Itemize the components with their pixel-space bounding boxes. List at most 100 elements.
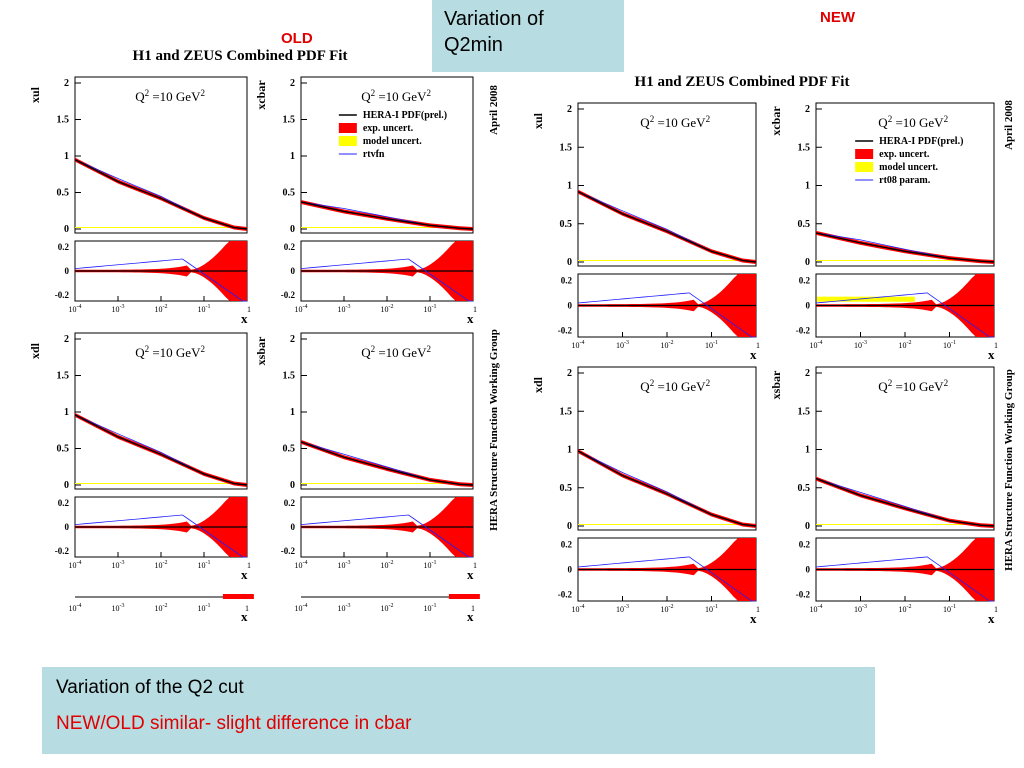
extra-x-tick-label: 10-2: [381, 603, 394, 613]
ratio-alt-curve: [577, 556, 756, 602]
ratio-tick-label: 0: [291, 522, 296, 532]
extra-x-axis-label: x: [467, 609, 474, 624]
extra-x-tick-label: 10-3: [112, 603, 125, 613]
x-tick-label: 10-2: [899, 340, 912, 350]
y-tick-label: 0.5: [560, 219, 573, 230]
ratio-tick-label: 0: [65, 266, 70, 276]
legend-label: exp. uncert.: [363, 123, 414, 134]
y-tick-label: 0.5: [57, 188, 70, 199]
y-tick-label: 0.5: [283, 188, 296, 199]
ratio-tick-label: -0.2: [281, 546, 296, 556]
central-curve: [815, 477, 995, 527]
x-axis-label: x: [750, 347, 757, 362]
extra-x-tick-label: 1: [245, 604, 249, 613]
y-tick-label: 1: [290, 151, 295, 162]
y-tick-label: 1: [290, 407, 295, 418]
panel-title: H1 and ZEUS Combined PDF Fit: [635, 74, 850, 90]
y-tick-label: 1: [64, 151, 69, 162]
x-tick-label: 1: [756, 605, 760, 614]
q2-annotation: Q2 =10 GeV2: [135, 88, 205, 104]
ratio-tick-label: 0: [291, 266, 296, 276]
legend-swatch-exp: [855, 149, 874, 159]
ratio-tick-label: 0.2: [58, 242, 70, 252]
y-tick-label: 0.5: [798, 483, 811, 494]
central-curve: [577, 190, 757, 263]
ratio-alt-curve: [577, 292, 756, 338]
x-tick-label: 1: [994, 605, 998, 614]
x-tick-label: 10-3: [112, 304, 125, 314]
x-tick-label: 10-4: [572, 604, 585, 614]
ratio-tick-label: -0.2: [796, 326, 811, 336]
main-frame: [577, 102, 757, 267]
y-tick-label: 0.5: [283, 444, 296, 455]
main-frame: [815, 366, 995, 531]
x-axis-label: x: [988, 611, 995, 626]
legend-swatch-model: [855, 162, 874, 172]
x-tick-label: 10-4: [810, 340, 823, 350]
ratio-alt-curve: [300, 514, 473, 558]
x-tick-label: 10-1: [705, 340, 718, 350]
x-tick-label: 10-4: [295, 560, 308, 570]
x-tick-label: 10-3: [338, 304, 351, 314]
ratio-alt-curve: [815, 556, 994, 602]
extra-x-tick-label: 10-3: [338, 603, 351, 613]
extra-x-tick-label: 1: [471, 604, 475, 613]
ratio-tick-label: -0.2: [281, 290, 296, 300]
x-tick-label: 1: [247, 305, 251, 314]
y-tick-label: 2: [567, 104, 572, 115]
y-tick-label: 0: [805, 521, 810, 532]
x-tick-label: 10-1: [943, 340, 956, 350]
q2-annotation: Q2 =10 GeV2: [135, 344, 205, 360]
ratio-tick-label: 0: [806, 565, 811, 575]
side-label-group: HERA Structure Function Working Group: [488, 329, 500, 531]
x-tick-label: 10-4: [69, 304, 82, 314]
y-tick-label: 2: [290, 334, 295, 345]
slide-title-line-2: Q2min: [444, 34, 503, 56]
q2-annotation: Q2 =10 GeV2: [878, 114, 948, 130]
summary-line-2: NEW/OLD similar- slight difference in cb…: [56, 713, 412, 734]
extra-x-tick-label: 10-4: [295, 603, 308, 613]
y-tick-label: 0: [290, 480, 295, 491]
summary-line-1: Variation of the Q2 cut: [56, 677, 244, 698]
x-tick-label: 10-3: [616, 340, 629, 350]
main-frame: [300, 332, 474, 490]
extra-x-tick-label: 10-4: [69, 603, 82, 613]
ratio-alt-curve: [300, 258, 473, 302]
ratio-model-band: [817, 296, 915, 302]
q2-annotation: Q2 =10 GeV2: [361, 344, 431, 360]
q2-annotation: Q2 =10 GeV2: [640, 114, 710, 130]
y-axis-label: xdl: [531, 376, 545, 393]
side-label-group: HERA Structure Function Working Group: [1003, 369, 1015, 571]
legend: HERA-I PDF(prel.) exp. uncert. model uncer…: [338, 110, 447, 160]
ratio-alt-curve: [815, 292, 994, 338]
legend-label: model uncert.: [879, 162, 938, 173]
y-tick-label: 1.5: [798, 142, 811, 153]
ratio-tick-label: 0.2: [284, 498, 296, 508]
legend-label: HERA-I PDF(prel.): [879, 136, 963, 147]
legend-label: model uncert.: [363, 136, 422, 147]
exp-uncert-band: [816, 476, 994, 528]
central-curve: [300, 441, 474, 486]
x-tick-label: 10-4: [810, 604, 823, 614]
x-tick-label: 10-2: [661, 604, 674, 614]
pdf-panel-old: H1 and ZEUS Combined PDF Fit April 2008 HE…: [28, 48, 500, 624]
x-tick-label: 10-2: [899, 604, 912, 614]
x-tick-label: 10-2: [155, 304, 168, 314]
slide-title-box: Variation of Q2min: [432, 0, 624, 72]
y-tick-label: 0: [64, 480, 69, 491]
ratio-tick-label: -0.2: [558, 326, 573, 336]
y-tick-label: 0.5: [57, 444, 70, 455]
extra-axis-band: [222, 594, 254, 599]
y-tick-label: 2: [290, 78, 295, 89]
x-axis-label: x: [467, 567, 474, 582]
x-axis-label: x: [241, 567, 248, 582]
slide-title-line-1: Variation of: [444, 8, 544, 30]
main-frame: [577, 366, 757, 531]
ratio-tick-label: 0: [568, 565, 573, 575]
y-tick-label: 2: [805, 368, 810, 379]
summary-box: Variation of the Q2 cut NEW/OLD similar-…: [42, 667, 875, 754]
y-axis-label: xul: [531, 112, 545, 129]
